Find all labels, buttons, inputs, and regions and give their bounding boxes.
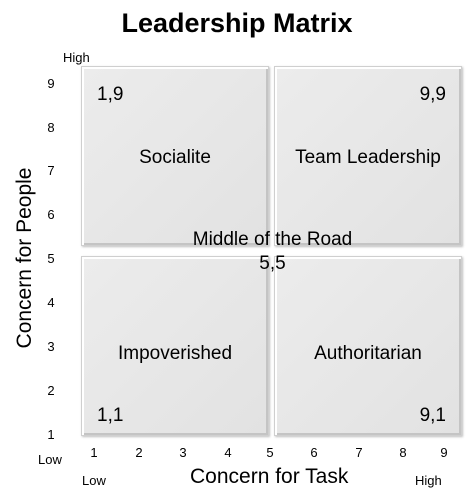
x-axis-high-label: High bbox=[415, 473, 442, 488]
y-tick: 3 bbox=[47, 339, 55, 354]
quadrant-name: Socialite bbox=[139, 147, 211, 168]
y-tick: 9 bbox=[47, 76, 55, 91]
quadrant-name: Team Leadership bbox=[295, 147, 441, 168]
y-tick: 7 bbox=[47, 163, 55, 178]
center-coordinate: 5,5 bbox=[259, 253, 286, 274]
quadrant-coordinate: 9,9 bbox=[419, 84, 446, 105]
y-axis-high-label: High bbox=[63, 50, 90, 65]
quadrant-coordinate: 1,9 bbox=[97, 84, 124, 105]
x-tick: 2 bbox=[135, 445, 143, 460]
quadrant-name: Authoritarian bbox=[314, 343, 422, 364]
x-tick: 7 bbox=[355, 445, 363, 460]
center-name: Middle of the Road bbox=[192, 229, 353, 250]
x-tick: 6 bbox=[310, 445, 318, 460]
x-tick: 3 bbox=[179, 445, 187, 460]
quadrant-team-leadership: 9,9 Team Leadership bbox=[274, 66, 462, 246]
y-tick: 4 bbox=[47, 295, 55, 310]
quadrant-coordinate: 1,1 bbox=[97, 405, 124, 426]
y-tick: 1 bbox=[47, 427, 55, 442]
y-tick: 8 bbox=[47, 120, 55, 135]
y-tick: 5 bbox=[47, 251, 55, 266]
diagram-title: Leadership Matrix bbox=[121, 8, 353, 38]
quadrant-coordinate: 9,1 bbox=[419, 405, 446, 426]
y-axis-label: Concern for People bbox=[13, 167, 36, 349]
quadrant-socialite: 1,9 Socialite bbox=[81, 66, 269, 246]
x-tick: 8 bbox=[399, 445, 407, 460]
y-axis-low-label: Low bbox=[38, 452, 62, 467]
x-tick: 5 bbox=[266, 445, 274, 460]
quadrant-name: Impoverished bbox=[117, 343, 233, 364]
quadrant-impoverished: Impoverished 1,1 bbox=[81, 256, 269, 436]
x-tick: 1 bbox=[90, 445, 98, 460]
x-axis-low-label: Low bbox=[82, 473, 106, 488]
x-axis-label: Concern for Task bbox=[190, 465, 349, 488]
quadrant-authoritarian: Authoritarian 9,1 bbox=[274, 256, 462, 436]
y-tick: 6 bbox=[47, 207, 55, 222]
y-tick: 2 bbox=[47, 383, 55, 398]
x-tick: 4 bbox=[224, 445, 232, 460]
x-tick: 9 bbox=[440, 445, 448, 460]
center-label: Middle of the Road 5,5 bbox=[180, 228, 365, 276]
